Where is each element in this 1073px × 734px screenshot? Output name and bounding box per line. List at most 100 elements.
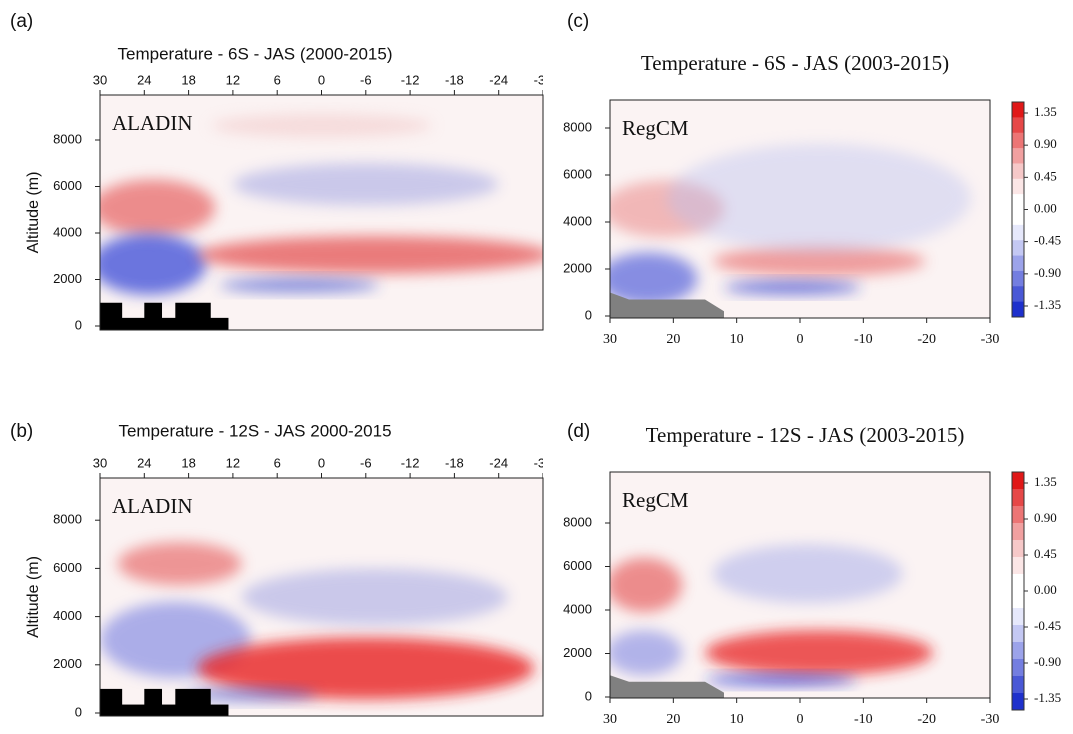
panel-label: (c) bbox=[567, 11, 589, 32]
contour-field bbox=[100, 95, 543, 330]
colorbar-swatch bbox=[1012, 270, 1024, 287]
contour-field bbox=[610, 472, 990, 698]
chart-title: Temperature - 12S - JAS 2000-2015 bbox=[118, 421, 391, 440]
colorbar-label: -0.45 bbox=[1034, 618, 1061, 633]
colorbar-swatch bbox=[1012, 178, 1024, 195]
field-blob bbox=[197, 236, 543, 274]
y-tick-label: 8000 bbox=[563, 514, 592, 529]
colorbar-swatch bbox=[1012, 506, 1024, 524]
model-label: RegCM bbox=[622, 116, 689, 140]
x-tick-label: -20 bbox=[917, 712, 936, 727]
x-axis: 30 24 18 12 6 0 -6 -12 -18 -24 -30 bbox=[93, 72, 553, 95]
field-blob bbox=[219, 278, 380, 293]
x-axis: 30 20 10 0 -10 -20 -30 bbox=[603, 698, 999, 727]
x-tick-label: 24 bbox=[137, 455, 151, 470]
x-tick-label: -18 bbox=[445, 72, 464, 87]
chart-title: Temperature - 12S - JAS (2003-2015) bbox=[646, 423, 965, 447]
y-tick-label: 0 bbox=[75, 317, 82, 332]
y-tick-label: 8000 bbox=[53, 131, 82, 146]
colorbar-label: 0.90 bbox=[1034, 510, 1057, 525]
model-label: ALADIN bbox=[112, 111, 192, 135]
x-tick-label: 18 bbox=[181, 72, 195, 87]
x-tick-label: 10 bbox=[730, 712, 744, 727]
x-tick-label: 12 bbox=[226, 72, 240, 87]
y-tick-label: 0 bbox=[585, 307, 592, 322]
colorbar-swatch bbox=[1012, 132, 1024, 149]
colorbar-label: 0.90 bbox=[1034, 136, 1057, 151]
panel: (d) Temperature - 12S - JAS (2003-2015) 30… bbox=[563, 421, 1061, 727]
terrain bbox=[610, 675, 724, 698]
field-blob bbox=[184, 687, 318, 702]
y-tick-label: 8000 bbox=[563, 119, 592, 134]
colorbar-label: -0.90 bbox=[1034, 265, 1061, 280]
x-axis: 30 20 10 0 -10 -20 -30 bbox=[603, 318, 999, 347]
field-blob bbox=[705, 674, 857, 686]
field-blob bbox=[724, 280, 861, 295]
panel-label: (b) bbox=[10, 421, 33, 442]
x-tick-label: -30 bbox=[981, 332, 1000, 347]
terrain bbox=[100, 704, 229, 716]
x-tick-label: 30 bbox=[603, 332, 617, 347]
field-blob bbox=[100, 179, 216, 236]
colorbar-swatch bbox=[1012, 642, 1024, 660]
x-tick-label: 0 bbox=[318, 455, 325, 470]
colorbar-swatch bbox=[1012, 301, 1024, 318]
x-tick-label: -30 bbox=[981, 712, 1000, 727]
colorbar-swatch bbox=[1012, 102, 1024, 118]
field-blob bbox=[117, 542, 242, 586]
colorbar-swatch bbox=[1012, 117, 1024, 134]
colorbar-swatch bbox=[1012, 472, 1024, 490]
x-tick-label: -20 bbox=[917, 332, 936, 347]
contour-field bbox=[610, 100, 990, 318]
y-tick-label: 6000 bbox=[53, 178, 82, 193]
model-label: RegCM bbox=[622, 488, 689, 512]
colorbar-swatch bbox=[1012, 608, 1024, 626]
colorbar-label: -1.35 bbox=[1034, 297, 1061, 312]
panel-label: (a) bbox=[10, 11, 33, 32]
x-tick-label: 12 bbox=[226, 455, 240, 470]
x-tick-label: -6 bbox=[360, 72, 372, 87]
colorbar-swatch bbox=[1012, 240, 1024, 257]
x-tick-label: -24 bbox=[489, 455, 508, 470]
y-tick-label: 0 bbox=[75, 704, 82, 719]
x-tick-label: 20 bbox=[666, 332, 680, 347]
colorbar-swatch bbox=[1012, 540, 1024, 558]
x-tick-label: -10 bbox=[854, 712, 873, 727]
x-tick-label: -6 bbox=[360, 455, 372, 470]
chart-title: Temperature - 6S - JAS (2003-2015) bbox=[641, 51, 949, 75]
x-tick-label: 0 bbox=[318, 72, 325, 87]
y-tick-label: 8000 bbox=[53, 512, 82, 527]
panel: (c) Temperature - 6S - JAS (2003-2015) 30 2… bbox=[563, 11, 1061, 347]
y-tick-label: 6000 bbox=[563, 558, 592, 573]
colorbar-label: 0.45 bbox=[1034, 546, 1057, 561]
y-tick-label: 0 bbox=[585, 688, 592, 703]
terrain bbox=[610, 292, 724, 318]
model-label: ALADIN bbox=[112, 494, 192, 518]
x-tick-label: -30 bbox=[534, 72, 553, 87]
colorbar-label: 0.00 bbox=[1034, 582, 1057, 597]
x-tick-label: -24 bbox=[489, 72, 508, 87]
x-tick-label: -12 bbox=[401, 455, 420, 470]
x-tick-label: 6 bbox=[274, 72, 281, 87]
x-tick-label: -12 bbox=[401, 72, 420, 87]
colorbar-label: 0.45 bbox=[1034, 168, 1057, 183]
field-blob bbox=[712, 544, 903, 604]
contour-field bbox=[100, 478, 543, 716]
y-tick-label: 4000 bbox=[563, 601, 592, 616]
field-blob bbox=[712, 246, 926, 277]
y-tick-label: 4000 bbox=[53, 608, 82, 623]
colorbar-label: 1.35 bbox=[1034, 474, 1057, 489]
field-blob bbox=[705, 630, 933, 676]
field-blob bbox=[210, 113, 433, 138]
panel: (a) Temperature - 6S - JAS (2000-2015) 30 2… bbox=[10, 11, 553, 332]
colorbar-swatch bbox=[1012, 659, 1024, 677]
y-tick-label: 2000 bbox=[53, 271, 82, 286]
x-tick-label: 20 bbox=[666, 712, 680, 727]
colorbar-swatch bbox=[1012, 557, 1024, 575]
colorbar-label: -0.45 bbox=[1034, 233, 1061, 248]
field-blob bbox=[232, 163, 499, 206]
x-tick-label: -18 bbox=[445, 455, 464, 470]
x-tick-label: 18 bbox=[181, 455, 195, 470]
y-tick-label: 6000 bbox=[53, 560, 82, 575]
